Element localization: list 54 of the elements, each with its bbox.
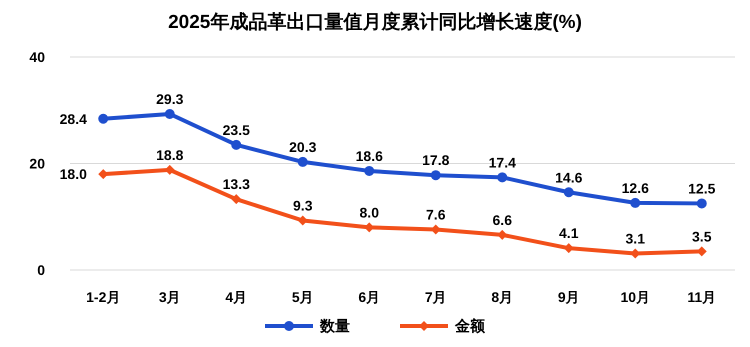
point <box>231 194 242 204</box>
data-label: 3.1 <box>626 230 646 246</box>
point <box>164 108 175 119</box>
data-label: 9.3 <box>293 197 313 214</box>
data-label: 20.3 <box>289 138 317 155</box>
data-label: 18.8 <box>156 146 184 163</box>
point <box>564 243 574 254</box>
x-tick-label: 5月 <box>292 289 314 305</box>
data-label: 18.6 <box>356 148 384 164</box>
data-label: 14.6 <box>555 169 583 186</box>
data-label: 17.8 <box>422 152 450 168</box>
x-tick-label: 7月 <box>424 289 447 305</box>
data-label: 8.0 <box>360 204 380 220</box>
data-label: 6.6 <box>492 212 512 228</box>
x-tick-label: 8月 <box>491 289 514 305</box>
data-label: 12.6 <box>622 180 650 196</box>
y-tick-label: 20 <box>29 156 46 172</box>
data-label: 29.3 <box>156 90 184 107</box>
x-tick-label: 10月 <box>620 289 650 305</box>
point <box>364 166 374 176</box>
x-tick-label: 9月 <box>558 289 580 305</box>
data-label: 18.0 <box>60 166 88 182</box>
point <box>298 156 308 167</box>
data-label: 12.5 <box>688 180 716 196</box>
point <box>231 140 242 150</box>
point <box>298 215 308 226</box>
point <box>430 170 441 180</box>
data-label: 7.6 <box>426 206 446 223</box>
title: 2025年成品革出口量值月度累计同比增长速度(%) <box>168 12 582 33</box>
point <box>98 114 108 124</box>
point <box>430 224 441 235</box>
point <box>98 169 108 180</box>
data-label: 17.4 <box>488 154 516 170</box>
point <box>564 187 574 198</box>
legend-label: 数量 <box>319 318 350 335</box>
y-tick-label: 0 <box>37 262 46 278</box>
point <box>630 198 640 208</box>
point <box>497 230 508 240</box>
data-label: 23.5 <box>222 122 250 138</box>
data-label: 3.5 <box>692 228 712 244</box>
point <box>630 248 640 258</box>
x-tick-label: 1-2月 <box>86 289 120 305</box>
data-label: 28.4 <box>60 110 88 127</box>
data-label: 13.3 <box>222 176 250 192</box>
x-tick-label: 3月 <box>158 289 181 305</box>
y-tick-label: 40 <box>29 49 46 65</box>
point <box>696 198 707 208</box>
x-tick-label: 4月 <box>225 289 248 305</box>
data-label: 4.1 <box>559 225 579 242</box>
x-tick-label: 6月 <box>358 289 380 305</box>
point <box>164 164 175 175</box>
legend-label: 金额 <box>454 317 486 335</box>
x-tick-label: 11月 <box>687 289 716 305</box>
point <box>497 172 508 182</box>
